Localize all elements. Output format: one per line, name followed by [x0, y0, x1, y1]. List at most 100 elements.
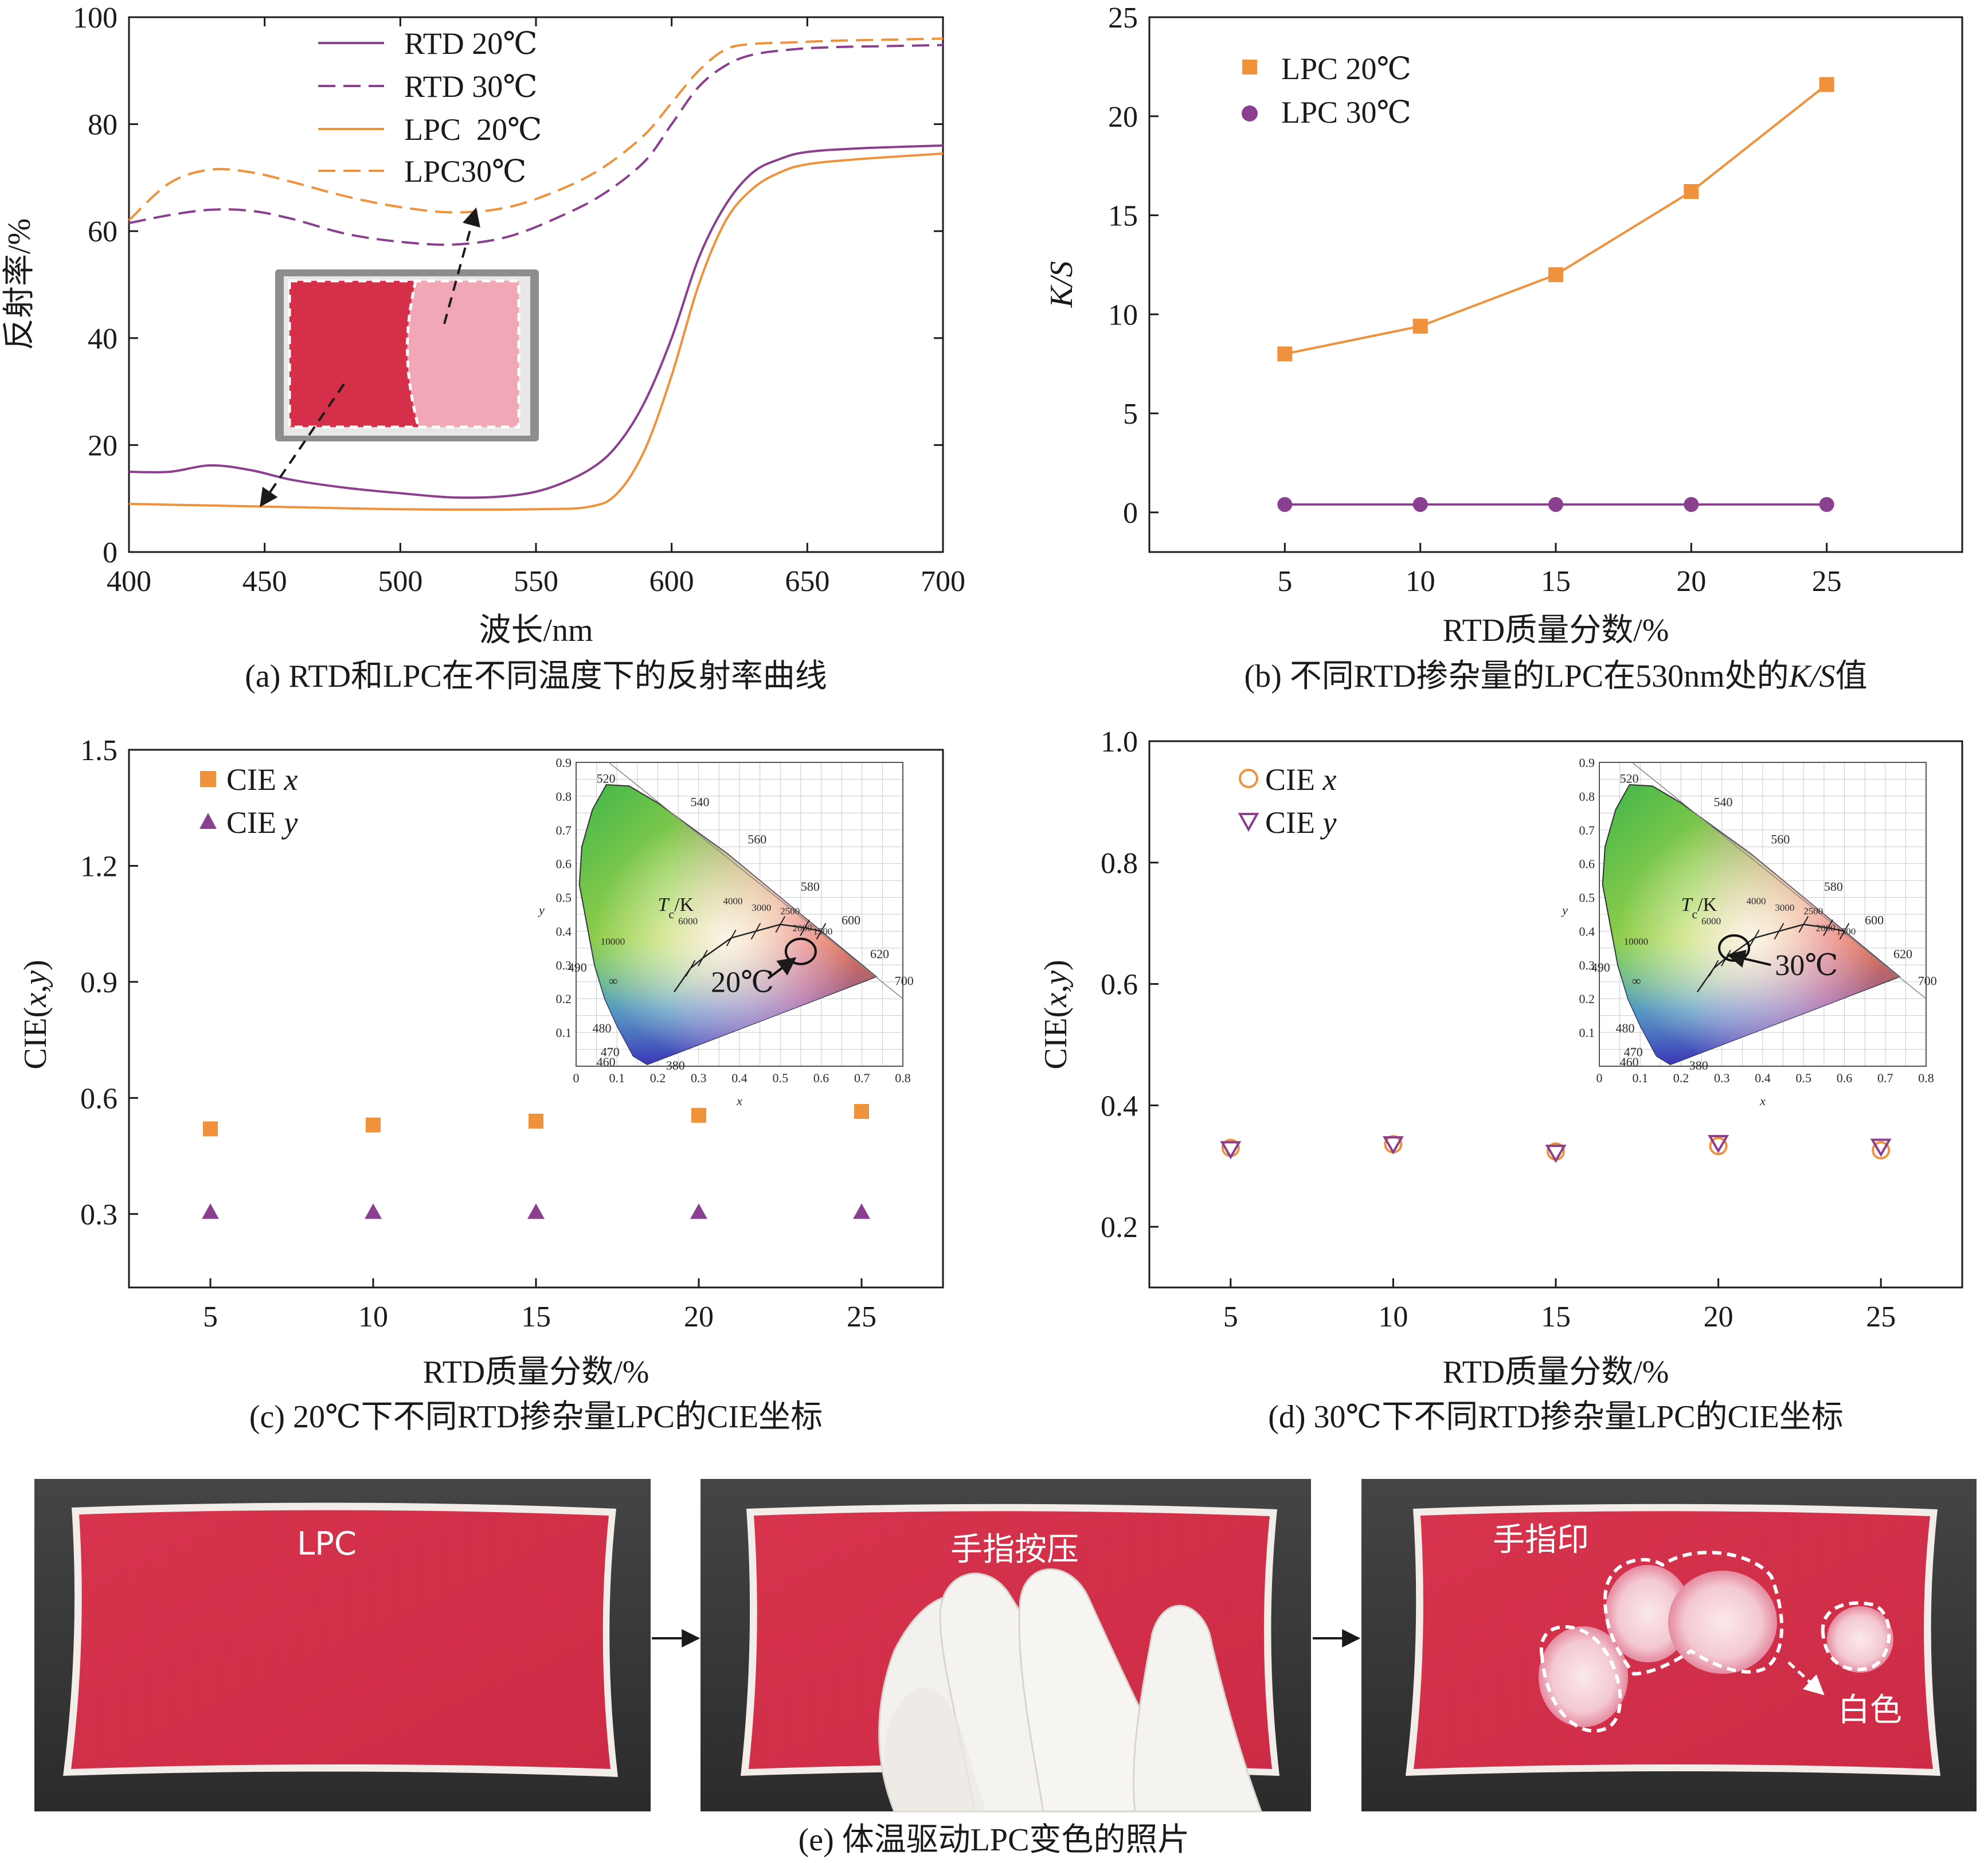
x-tick-label: 10	[1378, 1301, 1408, 1333]
wavelength-label: 460	[1620, 1055, 1639, 1069]
x-tick-label: 400	[107, 565, 151, 598]
legend-marker-lpc-30	[1242, 105, 1258, 122]
panel-d: 5 10 15 20 25 0.2 0.4 0.6 0.8 1.0 CIE x CIE y 0 0.…	[1038, 726, 1963, 1435]
x-tick-label: 5	[1277, 565, 1292, 598]
data-point	[691, 1107, 706, 1123]
inset-temperature-label: 20℃	[711, 966, 774, 999]
legend-label-cie-x: CIE x	[226, 762, 298, 797]
legend-marker-cie-y	[199, 813, 217, 829]
inset-y-tick-label: 0.7	[556, 823, 572, 837]
planckian-locus	[1696, 923, 1845, 993]
legend-label-lpc-30: LPC30℃	[404, 154, 526, 189]
wavelength-label: 700	[895, 974, 914, 988]
data-point	[529, 1113, 543, 1129]
y-tick-label: 0.3	[80, 1199, 118, 1231]
x-axis-label: 波长/nm	[479, 613, 593, 648]
series-line-1	[128, 44, 944, 246]
panel-c: 5 10 15 20 25 0.3 0.6 0.9 1.2 1.5 CIE x CIE y 0 0.…	[18, 734, 944, 1435]
plot-frame	[1148, 16, 1963, 553]
photo-label-finger-press: 手指按压	[950, 1531, 1079, 1568]
wavelength-label: 620	[870, 947, 889, 961]
data-point	[1220, 1141, 1242, 1160]
data-point	[1277, 346, 1293, 362]
iso-temp-line	[1708, 960, 1719, 977]
iso-temp-line	[1749, 929, 1760, 946]
caption-c: (c) 20℃下不同RTD掺杂量LPC的CIE坐标	[249, 1399, 823, 1435]
y-tick-label: 0.4	[1101, 1090, 1138, 1122]
y-tick-label: 100	[73, 2, 118, 34]
inset-y-axis-label: y	[538, 903, 545, 917]
cct-value: 1500	[813, 926, 832, 937]
x-tick-label: 5	[203, 1301, 218, 1333]
wavelength-label: 490	[1591, 960, 1610, 974]
y-axis-label: CIE(x,y)	[1038, 960, 1074, 1069]
inset-y-tick-label: 0.5	[556, 891, 572, 905]
photo-lpc: LPC	[34, 1479, 651, 1811]
data-point	[1684, 184, 1699, 199]
y-tick-label: 80	[88, 109, 118, 142]
inset-y-tick-label: 0.3	[556, 958, 572, 972]
data-point	[1545, 1144, 1567, 1163]
y-tick-label: 60	[88, 216, 118, 248]
wavelength-label: 540	[691, 795, 710, 809]
cct-value: 6000	[1701, 916, 1721, 927]
y-tick-label: 5	[1123, 398, 1138, 430]
cct-value: 2000	[1816, 922, 1836, 933]
inset-x-tick-label: 0.1	[1633, 1071, 1649, 1085]
wavelength-label: 520	[1620, 771, 1639, 785]
data-point	[365, 1203, 382, 1219]
cct-value: 1500	[1836, 926, 1856, 937]
diagonal-line	[608, 762, 903, 999]
cie-diagram-inset: 0 0.1 0.2 0.3 0.4 0.5 0.6 0.7 0.8 0.1 0.2 0.3 0.4 0.5…	[1561, 756, 1937, 1108]
series-line-3	[128, 37, 944, 222]
inset-x-tick-label: 0.8	[895, 1071, 911, 1085]
inset-y-tick-label: 0.1	[1579, 1026, 1595, 1040]
x-tick-label: 20	[684, 1301, 714, 1333]
inset-y-tick-label: 0.7	[1579, 823, 1595, 837]
data-point	[1412, 319, 1428, 334]
axis-ticks: 5 10 15 20 25 0 5 10 15 20 25	[1108, 2, 1842, 598]
y-tick-label: 1.0	[1101, 726, 1138, 758]
x-tick-label: 15	[1541, 565, 1571, 598]
y-tick-label: 0	[1123, 497, 1138, 530]
iso-temp-line	[1798, 916, 1809, 933]
wavelength-label: 480	[1616, 1021, 1635, 1035]
axis-ticks: 5 10 15 20 25 0.3 0.6 0.9 1.2 1.5	[80, 734, 876, 1333]
diagonal-line	[1631, 762, 1927, 999]
inset-x-axis-label: x	[1759, 1094, 1766, 1108]
y-tick-label: 0	[103, 537, 118, 569]
series-markers	[1220, 1134, 1892, 1163]
caption-a: (a) RTD和LPC在不同温度下的反射率曲线	[245, 659, 827, 694]
gloved-fingers	[878, 1568, 1263, 1813]
wavelength-label: 600	[1865, 913, 1884, 927]
x-tick-label: 600	[649, 565, 694, 598]
photo-label-white: 白色	[1838, 1692, 1902, 1729]
wavelength-label: 580	[801, 879, 820, 894]
x-tick-label: 650	[785, 565, 829, 598]
inset-frame	[576, 762, 903, 1067]
x-tick-label: 10	[358, 1301, 388, 1333]
inset-x-tick-label: 0	[1596, 1071, 1603, 1085]
wavelength-label: 520	[597, 771, 616, 785]
iso-temp-line	[800, 919, 810, 937]
cct-value: 6000	[678, 916, 698, 927]
cct-t: T	[1681, 894, 1693, 915]
wavelength-label: 480	[593, 1021, 612, 1035]
wavelength-label: 540	[1714, 795, 1733, 809]
data-point	[1684, 497, 1699, 512]
legend: LPC 20℃ LPC 30℃	[1242, 52, 1411, 130]
inset-y-tick-label: 0.9	[556, 756, 572, 770]
inset-x-tick-label: 0.6	[813, 1071, 829, 1085]
y-tick-label: 10	[1108, 299, 1138, 331]
inset-x-axis-label: x	[736, 1094, 742, 1108]
panel-a: 400 450 500 550 600 650 700 0 20 40 60 80 100 RTD 20…	[2, 2, 965, 694]
cie-shade-white	[1602, 784, 1900, 1065]
iso-temp-line	[1774, 922, 1784, 940]
inset-y-tick-label: 0.2	[556, 992, 572, 1006]
legend: CIE x CIE y	[1238, 762, 1337, 840]
legend-marker-lpc-20	[1242, 60, 1257, 75]
inset-y-tick-label: 0.4	[1579, 924, 1595, 938]
cct-infinity: ∞	[1632, 974, 1641, 988]
y-tick-label: 25	[1108, 2, 1138, 34]
